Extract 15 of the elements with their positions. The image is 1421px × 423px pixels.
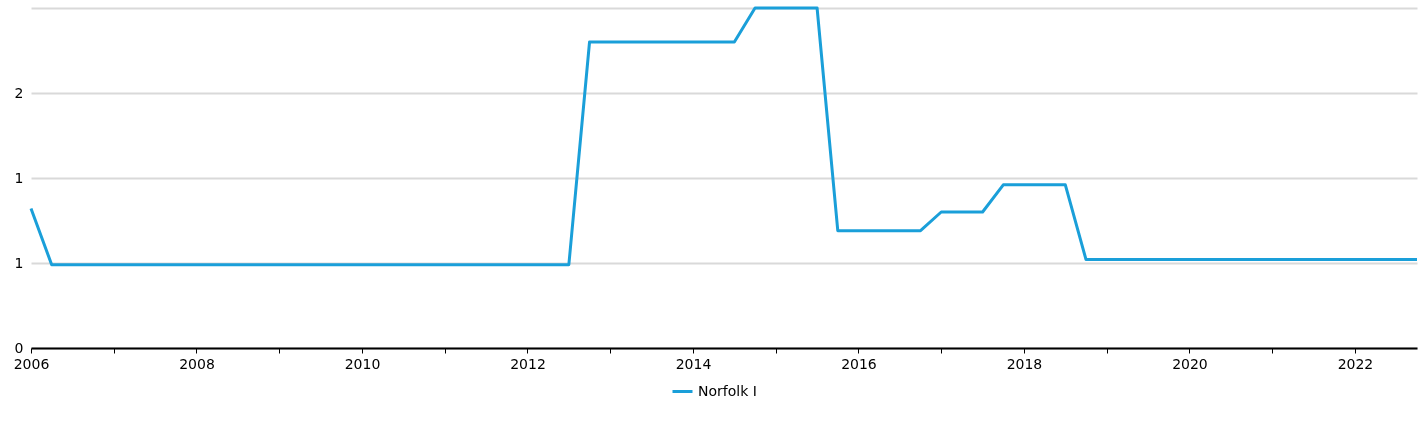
x-tick-label: 2016	[841, 355, 877, 372]
x-tick-label: 2022	[1337, 355, 1374, 372]
x-tick-label: 2018	[1006, 355, 1043, 372]
y-tick-label: 1	[14, 169, 24, 186]
y-tick-label: 0	[14, 339, 24, 356]
x-tick-label: 2008	[179, 355, 215, 372]
y-tick-label: 2	[14, 84, 24, 101]
x-tick-label: 2010	[344, 355, 381, 372]
x-tick-label: 2020	[1172, 355, 1208, 372]
x-tick-label: 2006	[13, 355, 50, 372]
line-series	[29, 6, 1419, 267]
x-tick-label: 2012	[510, 355, 546, 372]
legend-label: Norfolk I	[698, 382, 757, 399]
y-tick-label: 1	[14, 254, 24, 271]
x-tick-label: 2014	[675, 355, 712, 372]
